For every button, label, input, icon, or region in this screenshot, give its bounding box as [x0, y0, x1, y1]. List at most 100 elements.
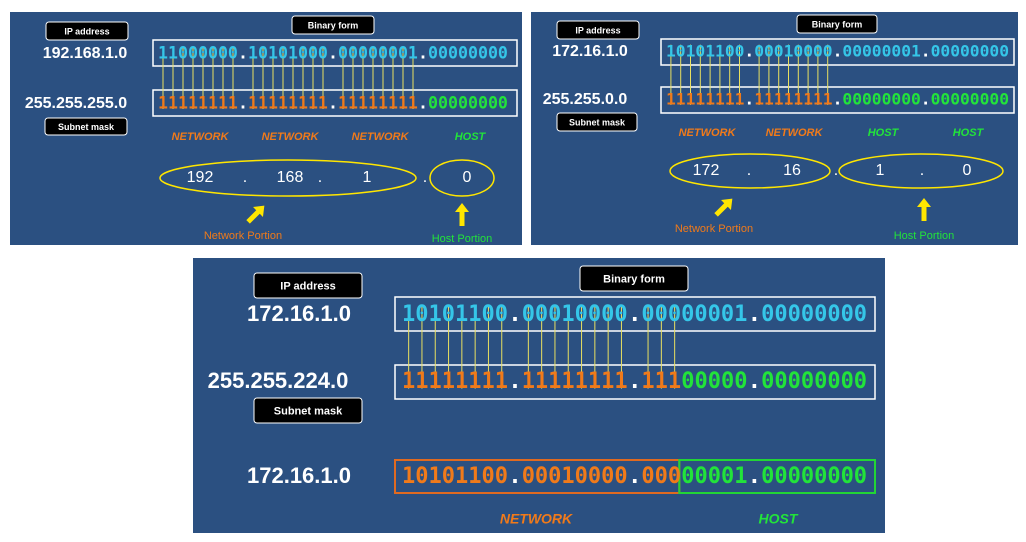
decimal-octet: 168 [277, 169, 304, 186]
binary-box [660, 86, 1015, 114]
binary-box [394, 296, 876, 332]
portion-label: NETWORK [766, 127, 824, 139]
binary-box [660, 38, 1015, 66]
network-address: 172.16.1.0 [247, 463, 351, 488]
portion-label: NETWORK [262, 131, 320, 143]
ip-address: 192.168.1.0 [43, 45, 128, 62]
label-box [253, 272, 363, 299]
binary-digits: . [508, 369, 521, 394]
host-box [678, 459, 876, 494]
label-text: Subnet mask [569, 117, 626, 127]
binary-digits: . [748, 464, 761, 489]
decimal-octet: 1 [363, 169, 372, 186]
binary-digits: 111 [641, 369, 681, 394]
portion-ellipse [429, 159, 495, 197]
binary-digits: 00000000 [428, 44, 508, 63]
binary-digits: 11111111 [338, 94, 418, 113]
portion-label: NETWORK [679, 127, 737, 139]
label-box [556, 20, 640, 40]
portion-label: NETWORK [500, 511, 573, 527]
binary-digits: . [628, 302, 641, 327]
portion-label: HOST [868, 127, 900, 139]
binary-digits: 11111111 [248, 94, 328, 113]
binary-digits: . [744, 90, 754, 109]
decimal-octet: . [920, 162, 924, 179]
portion-label: HOST [953, 127, 985, 139]
arrow-shape [917, 198, 931, 221]
label-text: Binary form [603, 273, 665, 285]
binary-digits: . [238, 94, 248, 113]
decimal-octet: . [747, 162, 751, 179]
label-box [44, 117, 128, 136]
binary-digits: . [833, 42, 843, 61]
label-text: Subnet mask [58, 122, 115, 132]
binary-digits: 000 [641, 464, 681, 489]
portion-label: NETWORK [172, 131, 230, 143]
decimal-octet: 0 [463, 169, 472, 186]
decimal-octet: 172 [693, 162, 720, 179]
binary-digits: 10101100 [402, 464, 508, 489]
label-text: Binary form [812, 19, 863, 29]
decimal-octet: 1 [876, 162, 885, 179]
label-box [556, 112, 638, 132]
binary-digits: . [921, 42, 931, 61]
binary-digits: 00000000 [931, 90, 1009, 109]
binary-digits: 10101000 [248, 44, 328, 63]
label-text: IP address [575, 25, 620, 35]
arrow-shape [714, 198, 733, 217]
label-box [253, 397, 363, 424]
portion-label: HOST [455, 131, 487, 143]
arrow [455, 203, 469, 226]
binary-digits: . [921, 90, 931, 109]
subnet-mask: 255.255.255.0 [25, 95, 127, 112]
subnet-mask: 255.255.224.0 [208, 368, 349, 393]
binary-digits: 00000000 [761, 464, 867, 489]
binary-digits: . [748, 369, 761, 394]
binary-digits: . [744, 42, 754, 61]
label-text: IP address [64, 26, 109, 36]
label-box [796, 14, 878, 34]
binary-digits: 00000000 [761, 302, 867, 327]
binary-digits: . [748, 302, 761, 327]
label-text: Binary form [308, 20, 359, 30]
label-text: IP address [280, 280, 335, 292]
binary-digits: 11000000 [158, 44, 238, 63]
binary-digits: 00000000 [842, 90, 920, 109]
label-box [291, 15, 375, 35]
portion-ellipse [669, 153, 831, 189]
decimal-octet: 16 [783, 162, 801, 179]
label-box [45, 21, 129, 41]
binary-digits: 11111111 [754, 90, 833, 109]
binary-digits: 11111111 [158, 94, 238, 113]
subnet-mask: 255.255.0.0 [543, 91, 628, 108]
arrow-shape [455, 203, 469, 226]
binary-digits: 00000001 [641, 302, 747, 327]
binary-digits: . [418, 94, 428, 113]
binary-digits: . [508, 302, 521, 327]
binary-digits: 00010000 [754, 42, 832, 61]
arrow [714, 198, 733, 217]
portion-label: HOST [759, 511, 799, 527]
binary-digits: 00000 [681, 369, 747, 394]
label-text: Subnet mask [274, 405, 343, 417]
portion-ellipse [838, 153, 1004, 189]
host-caption: Host Portion [894, 230, 955, 242]
binary-digits: 00010000 [522, 464, 628, 489]
binary-digits: 00001 [681, 464, 747, 489]
binary-digits: 10101100 [402, 302, 508, 327]
binary-box [394, 364, 876, 400]
binary-digits: 00000000 [761, 369, 867, 394]
binary-digits: 00000001 [842, 42, 921, 61]
binary-digits: 10101100 [666, 42, 744, 61]
binary-digits: 00000001 [338, 44, 418, 63]
ip-address: 172.16.1.0 [247, 301, 351, 326]
label-box [579, 265, 689, 292]
binary-digits: 00000000 [931, 42, 1009, 61]
decimal-octet: 192 [187, 169, 214, 186]
binary-digits: 00010000 [522, 302, 628, 327]
decimal-octet: . [423, 169, 427, 186]
binary-digits: . [418, 44, 428, 63]
binary-digits: 00000000 [428, 94, 508, 113]
